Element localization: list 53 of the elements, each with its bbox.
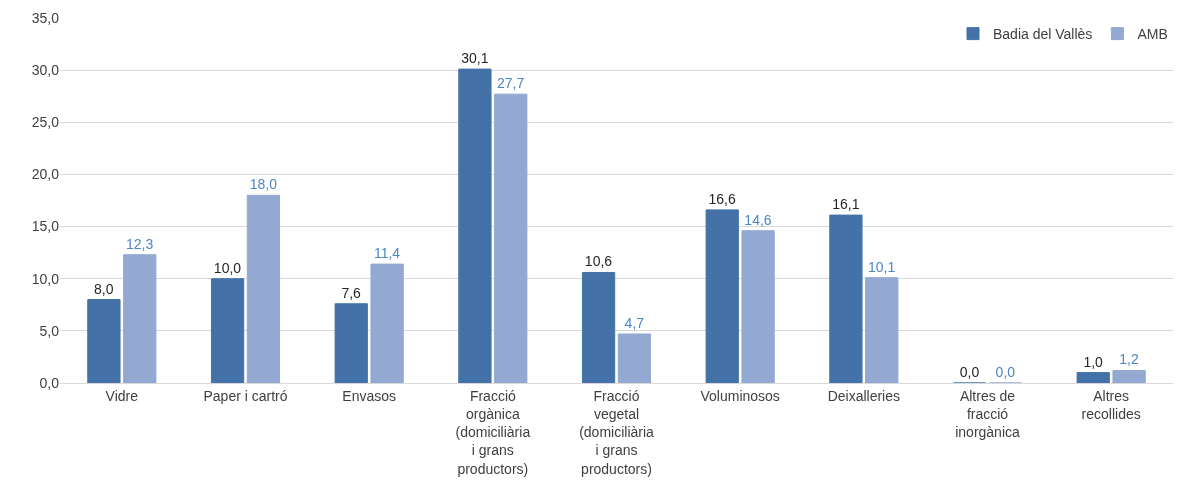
bar [246, 194, 281, 383]
data-label: 7,6 [341, 284, 362, 301]
y-tick-label: 0,0 [39, 374, 60, 391]
data-label: 0,0 [959, 364, 980, 380]
bar [829, 214, 863, 383]
bar [865, 277, 899, 383]
data-label: 12,3 [126, 235, 154, 252]
bar [705, 209, 739, 383]
data-label: 11,4 [373, 245, 401, 262]
bar [1076, 372, 1110, 383]
x-tick-label: Altres de fracció inorgànica [955, 387, 1021, 441]
x-tick-label: Altres recollides [1081, 387, 1141, 422]
y-tick-label: 25,0 [31, 114, 60, 131]
x-tick-label: Vidre [105, 387, 139, 404]
data-label: 0,0 [995, 364, 1016, 380]
y-tick-label: 30,0 [31, 62, 60, 79]
bar [617, 333, 652, 383]
bar [334, 303, 368, 383]
data-label: 16,6 [708, 190, 736, 207]
data-label: 10,0 [213, 259, 242, 276]
bar [741, 230, 775, 383]
x-tick-label: Envasos [342, 387, 397, 404]
data-label: 1,2 [1119, 351, 1139, 368]
bar [370, 263, 404, 383]
bar [210, 278, 245, 383]
y-tick-label: 20,0 [31, 166, 60, 183]
bar [87, 299, 121, 383]
x-tick-label: Fracció orgànica (domiciliària i grans productors) [455, 387, 531, 477]
data-label: 10,1 [868, 258, 896, 275]
data-label: 10,6 [584, 253, 613, 270]
x-tick-label: Voluminosos [700, 387, 780, 404]
bar [458, 68, 492, 383]
data-label: 4,7 [624, 314, 645, 331]
data-label: 8,0 [94, 280, 114, 297]
data-label: 16,1 [832, 196, 860, 213]
legend-label: AMB [1137, 26, 1168, 43]
y-tick-label: 10,0 [31, 270, 60, 287]
x-tick-label: Deixalleries [827, 387, 901, 404]
bar [581, 271, 616, 383]
data-label: 27,7 [497, 75, 525, 92]
data-label: 1,0 [1083, 353, 1104, 370]
x-tick-label: Fracció vegetal (domiciliària i grans productors) [579, 387, 655, 477]
data-label: 14,6 [744, 211, 772, 228]
bar [494, 93, 528, 383]
data-label: 18,0 [249, 176, 278, 193]
y-tick-label: 15,0 [31, 218, 60, 235]
y-tick-label: 35,0 [31, 9, 60, 26]
legend-label: Badia del Vallès [993, 26, 1093, 43]
bar [123, 254, 157, 383]
data-label: 30,1 [461, 50, 489, 67]
y-tick-label: 5,0 [39, 322, 60, 339]
bar [1112, 369, 1146, 383]
x-tick-label: Paper i cartró [203, 387, 288, 404]
